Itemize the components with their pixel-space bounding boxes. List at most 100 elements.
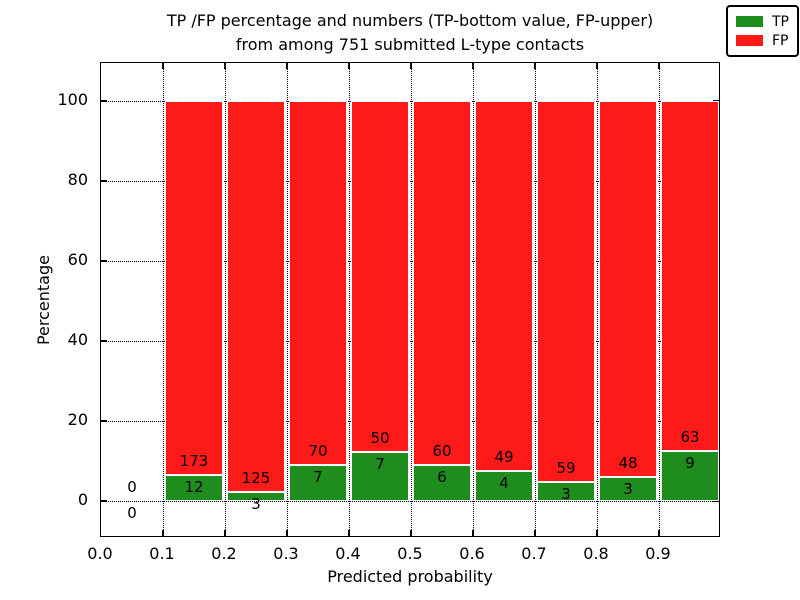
chart-title-line2: from among 751 submitted L-type contacts [235, 35, 585, 54]
tp-bar [165, 475, 223, 501]
y-tick-mark [101, 500, 107, 502]
y-tick-label: 40 [67, 330, 88, 349]
y-tick-label: 0 [77, 490, 88, 509]
tp-count-label: 12 [184, 478, 204, 497]
tp-count-label: 4 [499, 473, 509, 492]
tp-bar [599, 477, 657, 501]
x-tick-label: 0.4 [335, 544, 361, 563]
y-tick-label: 20 [67, 410, 88, 429]
x-tick-mark [162, 530, 164, 536]
x-tick-mark-top [348, 63, 350, 69]
x-tick-mark [658, 530, 660, 536]
y-tick-mark-right [713, 100, 719, 102]
legend: TP FP [726, 5, 799, 57]
x-tick-mark [286, 530, 288, 536]
fp-count-label: 60 [432, 441, 452, 460]
chart-title-line1: TP /FP percentage and numbers (TP-bottom… [166, 11, 654, 30]
x-tick-label: 0.3 [273, 544, 299, 563]
fp-count-label: 0 [127, 478, 137, 496]
x-tick-mark-top [472, 63, 474, 69]
x-tick-mark [534, 530, 536, 536]
tp-count-label: 6 [437, 467, 447, 486]
grid-vline [225, 63, 226, 536]
tp-bar [475, 470, 533, 501]
x-tick-label: 0.8 [583, 544, 609, 563]
fp-count-label: 59 [556, 458, 576, 477]
fp-count-label: 63 [680, 428, 700, 446]
tp-bar [227, 491, 285, 501]
grid-hline [101, 501, 719, 502]
y-tick-mark [101, 100, 107, 102]
y-tick-mark [101, 180, 107, 182]
grid-vline [349, 63, 350, 536]
chart-title: TP /FP percentage and numbers (TP-bottom… [100, 9, 720, 57]
y-tick-label: 80 [67, 170, 88, 189]
y-axis-label: Percentage [34, 255, 53, 346]
tp-legend-swatch [736, 16, 763, 27]
fp-count-label: 49 [494, 447, 514, 466]
fp-bar [661, 101, 719, 451]
tp-count-label: 9 [685, 454, 695, 472]
x-tick-mark [596, 530, 598, 536]
x-tick-mark-top [286, 63, 288, 69]
fp-bar [537, 101, 595, 482]
tp-count-label: 3 [561, 484, 571, 503]
tp-bar [537, 481, 595, 501]
fp-legend-swatch [736, 35, 763, 46]
y-tick-label: 100 [57, 90, 88, 109]
plot-area: 0 0 173 12 125 3 70 7 50 7 60 6 49 4 59 3 48 3 63 9 [100, 62, 720, 537]
fp-bar [351, 101, 409, 452]
legend-entry-fp: FP [736, 31, 789, 50]
x-tick-mark-top [410, 63, 412, 69]
x-tick-label: 0.2 [211, 544, 237, 563]
tp-bar [413, 464, 471, 501]
y-tick-mark [101, 340, 107, 342]
tp-bar [661, 451, 719, 501]
grid-hline [101, 261, 719, 262]
x-tick-mark-top [534, 63, 536, 69]
x-tick-mark-top [224, 63, 226, 69]
grid-hline [101, 181, 719, 182]
fp-bar [227, 101, 285, 492]
fp-count-label: 173 [179, 452, 209, 471]
y-tick-mark [101, 420, 107, 422]
tp-bar [289, 464, 347, 501]
fp-count-label: 125 [241, 468, 271, 487]
grid-vline [287, 63, 288, 536]
grid-hline [101, 421, 719, 422]
fp-bar [413, 101, 471, 465]
x-tick-mark-top [162, 63, 164, 69]
x-tick-mark [348, 530, 350, 536]
x-axis-label: Predicted probability [327, 567, 493, 586]
fp-count-label: 50 [370, 428, 390, 447]
x-tick-mark [472, 530, 474, 536]
grid-hline [101, 341, 719, 342]
fp-bar [475, 101, 533, 471]
grid-vline [597, 63, 598, 536]
grid-vline [163, 63, 164, 536]
tp-count-label: 7 [313, 467, 323, 486]
x-tick-label: 0.9 [645, 544, 671, 563]
grid-vline [535, 63, 536, 536]
x-tick-mark [224, 530, 226, 536]
grid-vline [473, 63, 474, 536]
fp-bar [599, 101, 657, 478]
x-tick-mark-top [658, 63, 660, 69]
grid-vline [411, 63, 412, 536]
fp-bar [165, 101, 223, 476]
legend-entry-tp: TP [736, 12, 789, 31]
x-tick-label: 0.6 [459, 544, 485, 563]
tp-legend-label: TP [772, 13, 789, 30]
grid-vline [659, 63, 660, 536]
fp-bar [289, 101, 347, 465]
fp-legend-label: FP [772, 32, 789, 49]
tp-count-label: 3 [623, 480, 633, 499]
x-tick-label: 0.1 [149, 544, 175, 563]
tp-count-label: 0 [127, 504, 137, 522]
x-tick-mark [410, 530, 412, 536]
x-tick-mark-top [596, 63, 598, 69]
fp-count-label: 48 [618, 454, 638, 473]
fp-count-label: 70 [308, 441, 328, 460]
grid-hline [101, 101, 719, 102]
